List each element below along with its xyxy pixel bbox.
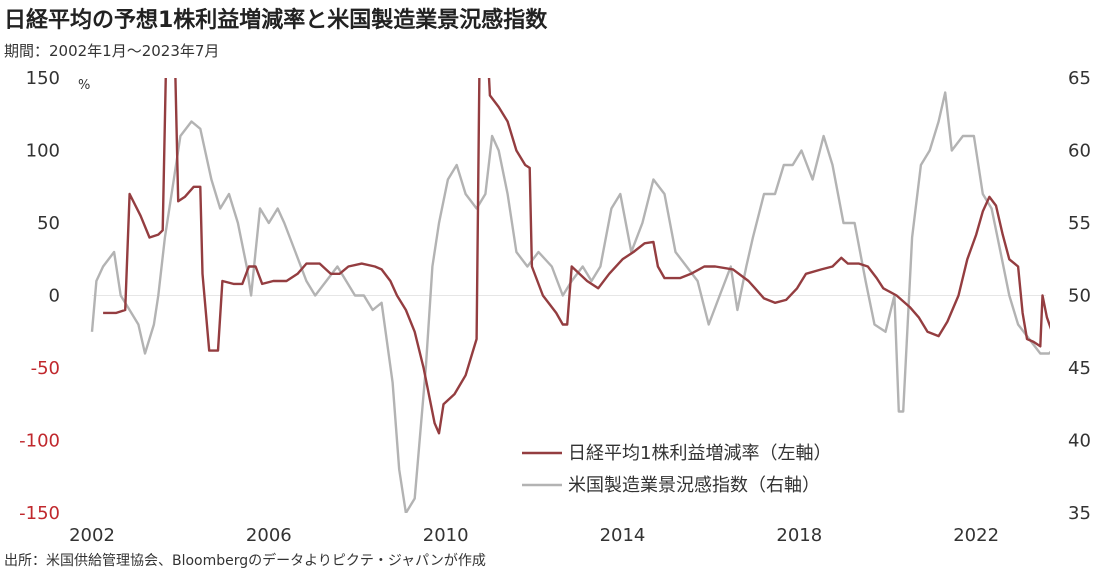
left-tick-label: -100 [19,431,60,452]
left-tick-label: 0 [49,286,60,307]
right-tick-label: 60 [1068,141,1091,162]
right-tick-label: 55 [1068,213,1091,234]
series-layer [90,78,1050,513]
legend: 日経平均1株利益増減率（左軸） 米国製造業景況感指数（右軸） [522,443,831,496]
left-tick-label: 150 [26,68,60,89]
left-tick-label: -50 [31,358,60,379]
legend-label-pmi: 米国製造業景況感指数（右軸） [568,475,820,496]
right-tick-label: 40 [1068,431,1091,452]
x-tick-label: 2022 [953,525,999,546]
right-tick-label: 50 [1068,286,1091,307]
x-tick-label: 2014 [600,525,646,546]
x-tick-label: 2018 [776,525,822,546]
chart-subtitle: 期間：2002年1月～2023年7月 [4,42,220,60]
chart-title: 日経平均の予想1株利益増減率と米国製造業景況感指数 [4,8,548,33]
left-tick-label: 100 [26,141,60,162]
series-line-pmi [90,91,1050,513]
x-axis-ticks: 2002 2006 2010 2014 2018 2022 [69,525,999,546]
source-note: 出所：米国供給管理協会、Bloombergのデータよりピクテ・ジャパンが作成 [4,553,486,569]
right-tick-label: 45 [1068,358,1091,379]
legend-label-eps: 日経平均1株利益増減率（左軸） [568,443,831,464]
x-tick-label: 2002 [69,525,115,546]
left-axis-unit: % [78,78,90,93]
series-line-eps [103,78,1050,435]
right-axis-ticks: 65 60 55 50 45 40 35 [1068,68,1091,524]
x-tick-label: 2010 [423,525,469,546]
left-tick-label: -150 [19,503,60,524]
left-axis-ticks: 150 100 50 0 -50 -100 -150 [19,68,60,524]
left-tick-label: 50 [37,213,60,234]
x-tick-label: 2006 [246,525,292,546]
right-tick-label: 35 [1068,503,1091,524]
right-tick-label: 65 [1068,68,1091,89]
